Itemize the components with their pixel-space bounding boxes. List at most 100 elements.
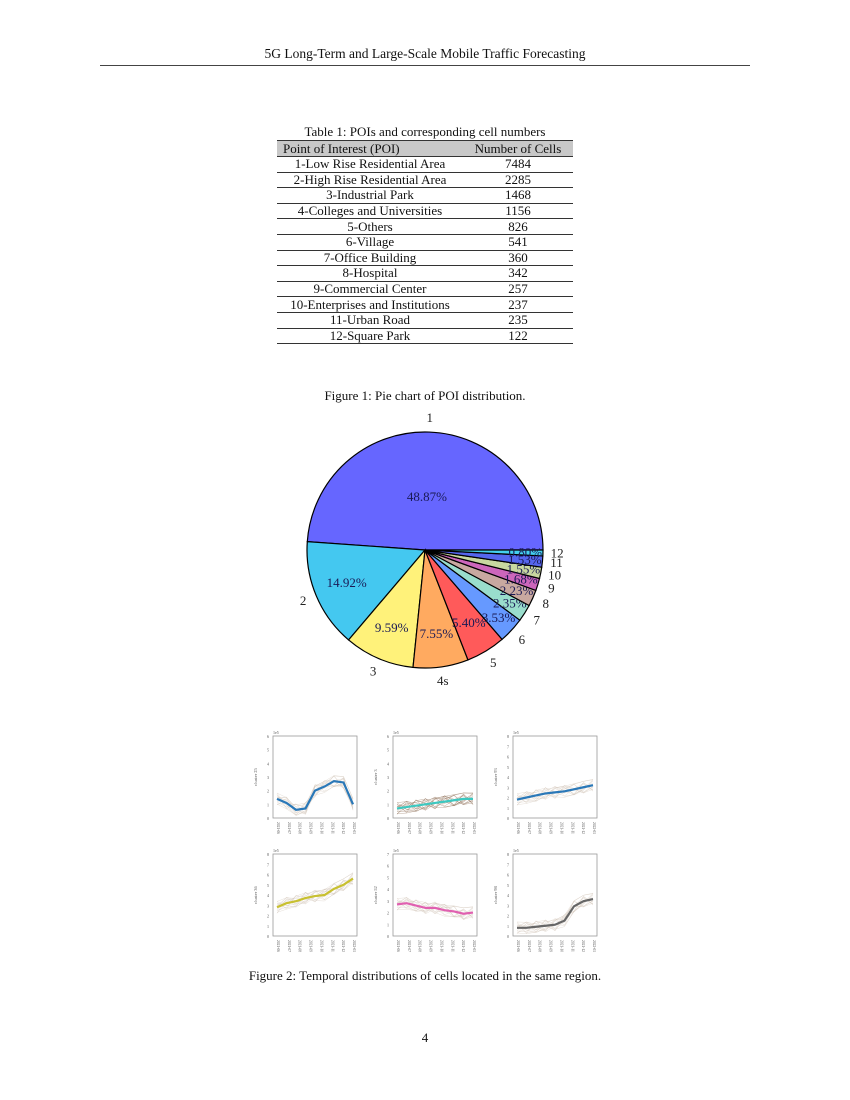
table-row: 8-Hospital 342 xyxy=(277,265,573,282)
cell-count-cell: 1468 xyxy=(463,187,573,204)
svg-text:6: 6 xyxy=(267,873,269,878)
svg-text:3: 3 xyxy=(507,903,509,908)
svg-text:1e5: 1e5 xyxy=(273,730,279,735)
pie-percent-label: 14.92% xyxy=(327,575,367,590)
svg-text:2: 2 xyxy=(267,789,269,794)
pie-category-label: 6 xyxy=(519,632,526,647)
svg-text:5: 5 xyxy=(267,748,269,753)
cluster-mean-line xyxy=(276,779,355,811)
svg-text:2021-10: 2021-10 xyxy=(439,822,443,834)
svg-text:cluster 3: cluster 3 xyxy=(373,769,378,785)
cell-count-cell: 2285 xyxy=(463,172,573,189)
page-number: 4 xyxy=(421,1030,429,1045)
table-row: 9-Commercial Center 257 xyxy=(277,281,573,298)
svg-text:2021-07: 2021-07 xyxy=(527,940,531,952)
cell-count-cell: 342 xyxy=(463,265,573,282)
svg-text:1: 1 xyxy=(267,924,269,929)
poi-name-cell: 7-Office Building xyxy=(277,250,463,267)
svg-text:2021-11: 2021-11 xyxy=(570,940,574,952)
svg-text:2021-06: 2021-06 xyxy=(396,940,400,952)
svg-text:2021-07: 2021-07 xyxy=(287,940,291,952)
table-row: 10-Enterprises and Institutions 237 xyxy=(277,296,573,313)
svg-text:2021-08: 2021-08 xyxy=(298,940,302,952)
svg-text:2021-07: 2021-07 xyxy=(527,822,531,834)
pie-category-label: 8 xyxy=(542,596,549,611)
poi-name-cell: 3-Industrial Park xyxy=(277,187,463,204)
cell-count-cell: 235 xyxy=(463,312,573,329)
svg-text:1: 1 xyxy=(507,806,509,811)
svg-text:2021-10: 2021-10 xyxy=(319,822,323,834)
table-row: 5-Others 826 xyxy=(277,218,573,235)
table-row: 7-Office Building 360 xyxy=(277,250,573,267)
cluster-mean-line xyxy=(516,784,594,801)
svg-text:3: 3 xyxy=(387,899,389,904)
pie-percent-label: 5.40% xyxy=(452,615,486,630)
svg-text:3: 3 xyxy=(267,903,269,908)
poi-name-cell: 6-Village xyxy=(277,234,463,251)
svg-text:5: 5 xyxy=(507,883,509,888)
svg-text:0: 0 xyxy=(267,934,269,939)
poi-pie-chart: 48.87%114.92%29.59%37.55%4s5.40%53.53%62… xyxy=(300,410,564,688)
svg-text:2021-07: 2021-07 xyxy=(287,822,291,834)
svg-text:2021-12: 2021-12 xyxy=(461,822,465,834)
pie-percent-label: 7.55% xyxy=(420,626,454,641)
svg-text:5: 5 xyxy=(507,765,509,770)
svg-text:2021-11: 2021-11 xyxy=(450,822,454,834)
svg-text:2021-11: 2021-11 xyxy=(570,822,574,834)
pie-category-label: 3 xyxy=(370,664,377,679)
svg-text:8: 8 xyxy=(507,734,509,739)
svg-text:cluster 52: cluster 52 xyxy=(373,886,378,904)
poi-name-cell: 2-High Rise Residential Area xyxy=(277,172,463,189)
svg-text:1: 1 xyxy=(267,802,269,807)
table-row: 12-Square Park 122 xyxy=(277,328,573,345)
svg-text:2: 2 xyxy=(507,796,509,801)
svg-text:6: 6 xyxy=(507,755,509,760)
pie-percent-label: 9.59% xyxy=(375,620,409,635)
svg-text:6: 6 xyxy=(387,734,389,739)
svg-text:7: 7 xyxy=(507,744,509,749)
svg-text:3: 3 xyxy=(387,775,389,780)
svg-text:2021-09: 2021-09 xyxy=(549,822,553,834)
svg-text:0: 0 xyxy=(507,934,509,939)
cluster-line-chart: 0 1 2 3 4 5 6 7 8 1e5 cluster 98 2021-06 2021-07 2021… xyxy=(493,848,598,952)
svg-text:2021-08: 2021-08 xyxy=(418,940,422,952)
svg-text:1: 1 xyxy=(387,922,389,927)
svg-text:2021-06: 2021-06 xyxy=(516,822,520,834)
svg-text:1e5: 1e5 xyxy=(513,730,519,735)
svg-text:4: 4 xyxy=(267,761,269,766)
poi-name-cell: 11-Urban Road xyxy=(277,312,463,329)
table-row: 11-Urban Road 235 xyxy=(277,312,573,329)
cluster-mean-line xyxy=(396,797,473,810)
cell-count-cell: 7484 xyxy=(463,156,573,173)
svg-text:0: 0 xyxy=(387,934,389,939)
svg-text:2: 2 xyxy=(507,914,509,919)
svg-text:6: 6 xyxy=(387,864,389,869)
cluster-line-chart: 0 1 2 3 4 5 6 7 8 1e5 cluster 36 2021-06 2021-07 2021… xyxy=(253,848,358,952)
svg-text:4: 4 xyxy=(387,761,389,766)
svg-text:4: 4 xyxy=(387,887,389,892)
svg-text:2021-09: 2021-09 xyxy=(429,940,433,952)
poi-name-cell: 10-Enterprises and Institutions xyxy=(277,296,463,313)
svg-text:2021-10: 2021-10 xyxy=(559,822,563,834)
svg-text:cluster 25: cluster 25 xyxy=(253,767,258,785)
svg-text:3: 3 xyxy=(267,775,269,780)
table-caption: Table 1: POIs and corresponding cell num… xyxy=(304,124,546,139)
running-header: 5G Long-Term and Large-Scale Mobile Traf… xyxy=(264,46,586,61)
svg-text:2021-08: 2021-08 xyxy=(538,940,542,952)
pie-category-label: 2 xyxy=(300,593,307,608)
pie-percent-label: 3.53% xyxy=(482,610,516,625)
svg-text:2021-12: 2021-12 xyxy=(461,940,465,952)
svg-text:2021-06: 2021-06 xyxy=(516,940,520,952)
svg-text:2: 2 xyxy=(387,911,389,916)
svg-text:2021-09: 2021-09 xyxy=(549,940,553,952)
svg-text:0: 0 xyxy=(267,816,269,821)
poi-name-cell: 5-Others xyxy=(277,218,463,235)
pie-category-label: 9 xyxy=(548,581,555,596)
svg-text:6: 6 xyxy=(507,873,509,878)
cell-count-cell: 237 xyxy=(463,296,573,313)
svg-text:2021-09: 2021-09 xyxy=(309,940,313,952)
cluster-line-chart: 0 1 2 3 4 5 6 1e5 cluster 25 2021-06 2021-07 2021-0… xyxy=(253,730,358,834)
pie-category-label: 11 xyxy=(550,555,563,570)
poi-name-cell: 4-Colleges and Universities xyxy=(277,203,463,220)
cluster-line-chart: 0 1 2 3 4 5 6 7 1e5 cluster 52 2021-06 2021-07 2021-… xyxy=(373,848,478,952)
